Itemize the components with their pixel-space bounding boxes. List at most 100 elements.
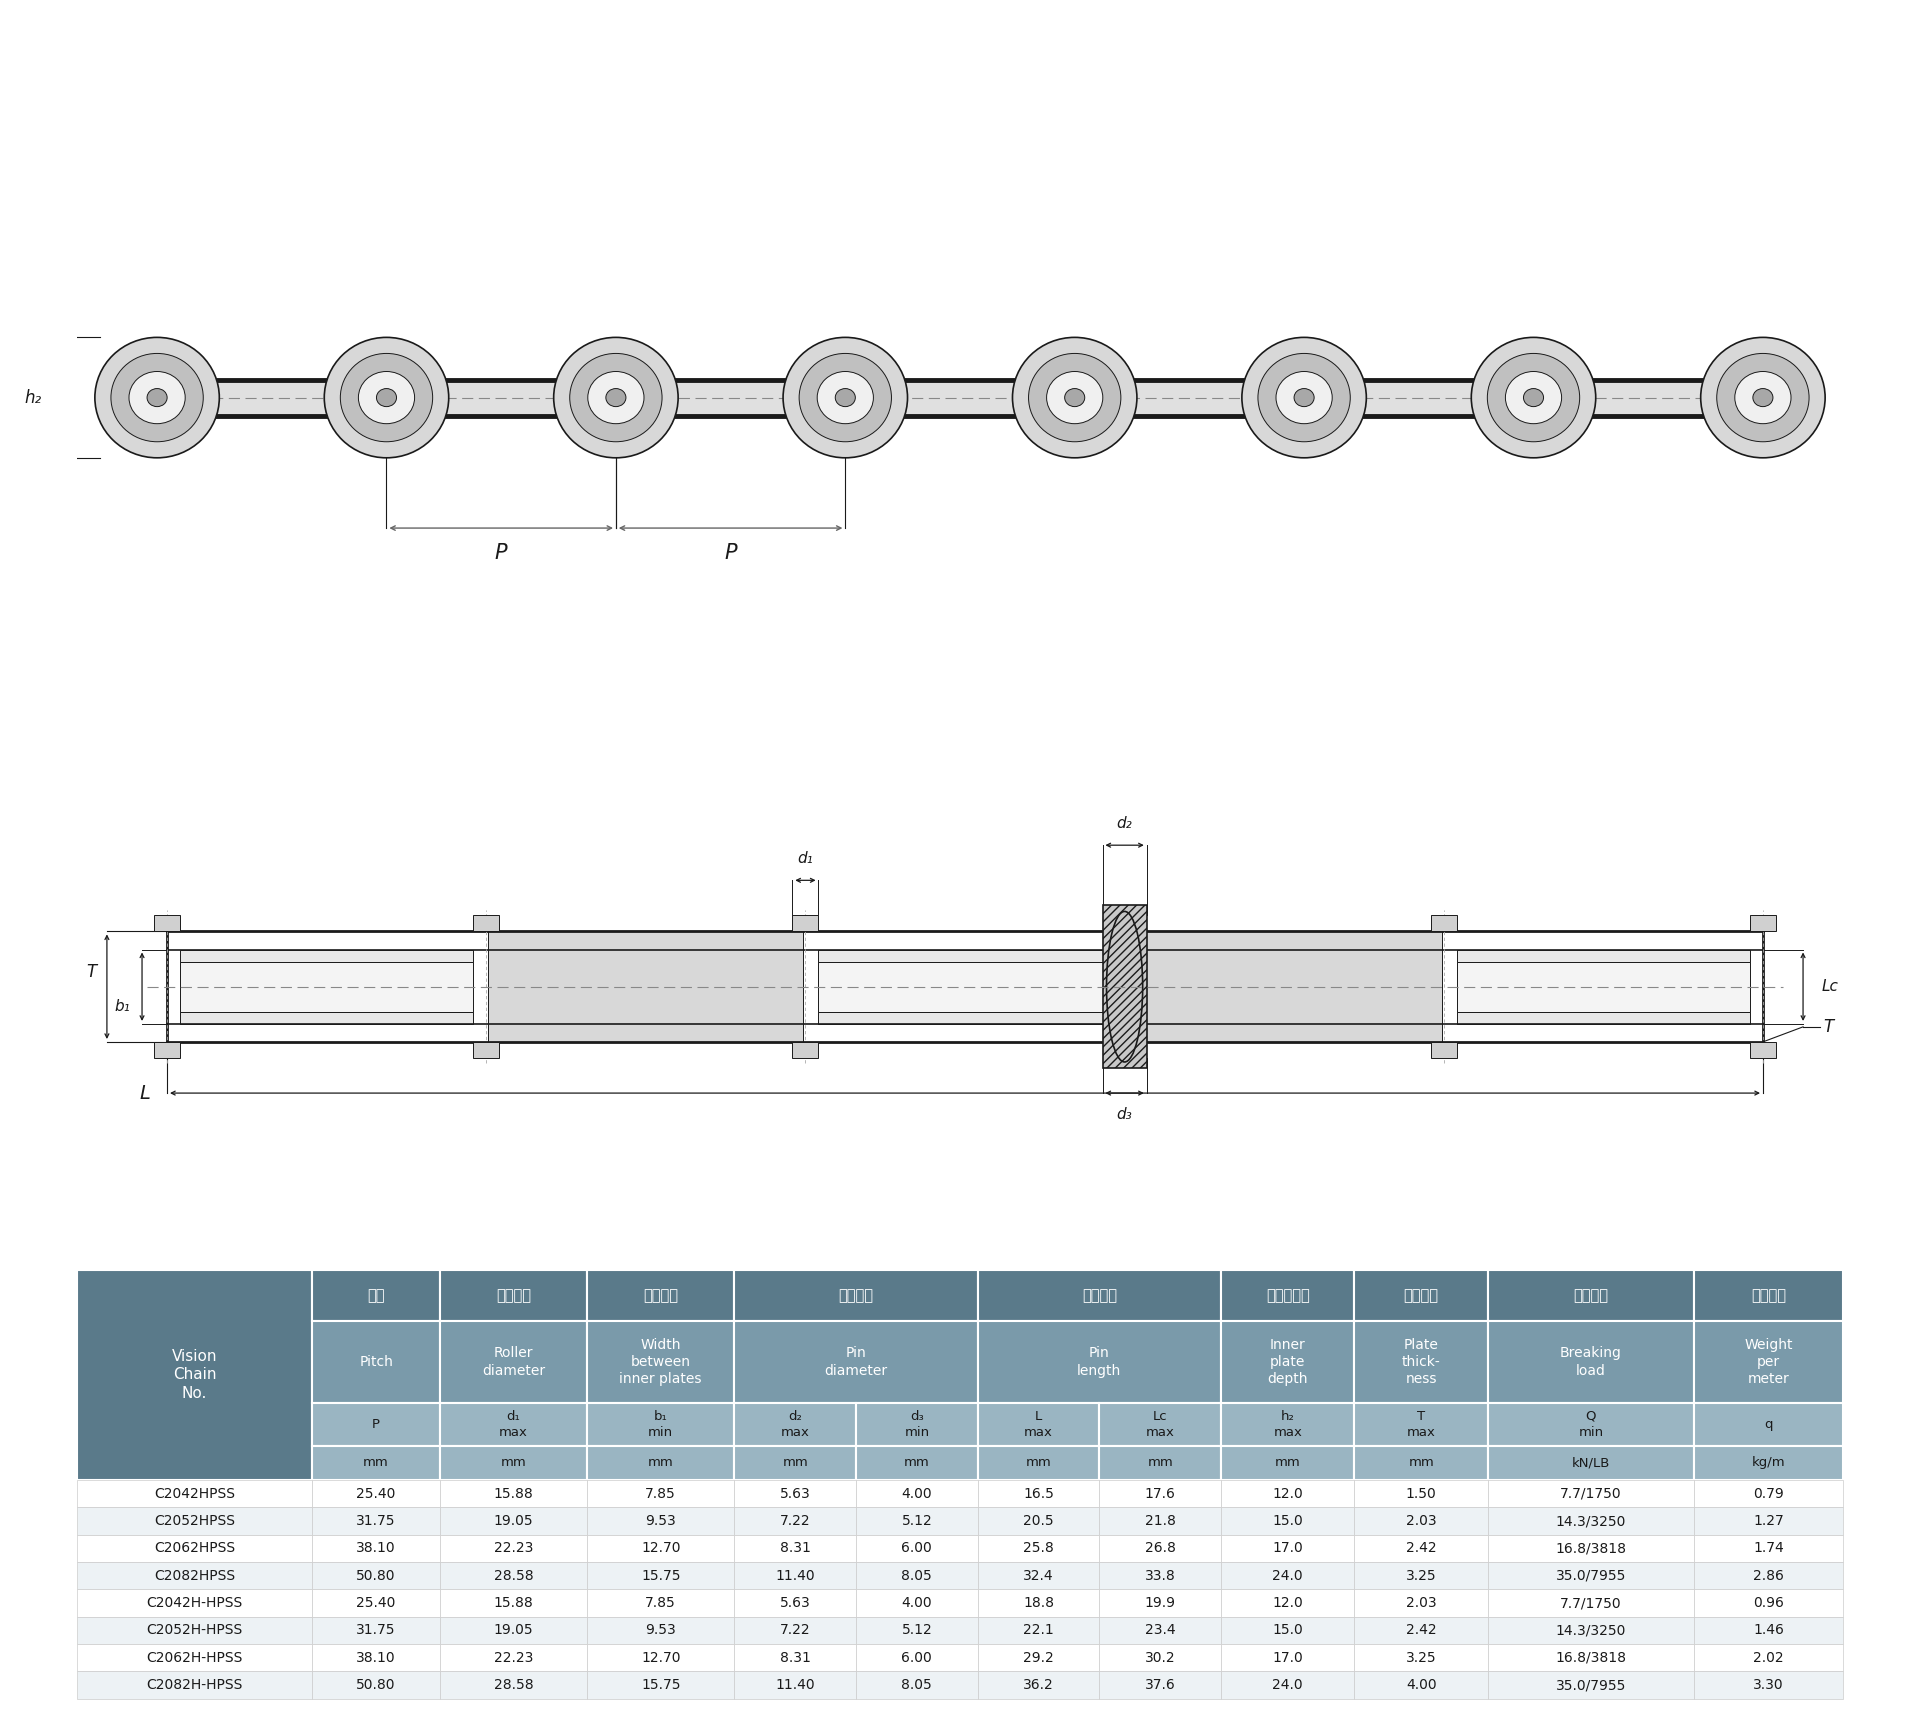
Bar [1221, 1479, 1354, 1507]
Ellipse shape [359, 371, 415, 424]
Ellipse shape [570, 353, 662, 441]
Bar [1100, 1562, 1221, 1589]
Text: mm: mm [1148, 1457, 1173, 1469]
Bar [1693, 1644, 1843, 1671]
Text: 1.50: 1.50 [1405, 1486, 1436, 1502]
Text: 15.0: 15.0 [1273, 1623, 1304, 1637]
Text: 0.79: 0.79 [1753, 1486, 1784, 1502]
Bar [1749, 915, 1776, 932]
Text: 29.2: 29.2 [1023, 1651, 1054, 1665]
Ellipse shape [607, 388, 626, 407]
Text: 38.10: 38.10 [357, 1541, 396, 1555]
Ellipse shape [1488, 353, 1580, 441]
Text: kN/LB: kN/LB [1572, 1457, 1611, 1469]
Bar [1112, 915, 1139, 932]
Bar [1100, 1644, 1221, 1671]
Bar [1488, 1270, 1693, 1321]
Bar [1221, 1589, 1354, 1616]
Text: 1.46: 1.46 [1753, 1623, 1784, 1637]
Text: Vision
Chain
No.: Vision Chain No. [171, 1349, 217, 1400]
Bar [1693, 1671, 1843, 1699]
Bar [1354, 1562, 1488, 1589]
Text: b₁
min: b₁ min [649, 1411, 674, 1438]
Bar [77, 1270, 313, 1479]
Text: 19.9: 19.9 [1144, 1596, 1175, 1610]
Text: 9.53: 9.53 [645, 1623, 676, 1637]
Bar [1354, 1589, 1488, 1616]
Text: d₃: d₃ [1117, 1107, 1133, 1122]
Bar [977, 1644, 1100, 1671]
Bar [1100, 1445, 1221, 1479]
Text: 50.80: 50.80 [357, 1568, 396, 1582]
Bar [313, 1270, 440, 1321]
Text: 2.86: 2.86 [1753, 1568, 1784, 1582]
Bar [1488, 1507, 1693, 1534]
Bar [1100, 1404, 1221, 1445]
Bar [440, 1404, 588, 1445]
Bar [588, 1270, 733, 1321]
Bar [77, 1479, 313, 1507]
Bar [818, 961, 1112, 1012]
Text: mm: mm [647, 1457, 674, 1469]
Text: 33.8: 33.8 [1144, 1568, 1175, 1582]
Bar [818, 1012, 1112, 1024]
Text: 5.63: 5.63 [780, 1486, 810, 1502]
Bar [1430, 915, 1457, 932]
Text: T: T [1824, 1018, 1834, 1036]
Bar [1488, 1644, 1693, 1671]
Bar [77, 1562, 313, 1589]
Bar [977, 1616, 1100, 1644]
Ellipse shape [1242, 338, 1367, 458]
Text: 8.05: 8.05 [902, 1678, 933, 1692]
Text: 19.05: 19.05 [493, 1514, 534, 1527]
Bar [1488, 1479, 1693, 1507]
Text: 37.6: 37.6 [1144, 1678, 1175, 1692]
Text: 11.40: 11.40 [776, 1568, 814, 1582]
Bar [588, 1404, 733, 1445]
Bar [1100, 1507, 1221, 1534]
Text: 28.58: 28.58 [493, 1568, 534, 1582]
Text: 销轴长度: 销轴长度 [1081, 1289, 1117, 1302]
Bar [733, 1321, 977, 1404]
Bar [1430, 1042, 1457, 1059]
Bar [1100, 1479, 1221, 1507]
Bar [977, 1562, 1100, 1589]
Text: 31.75: 31.75 [357, 1514, 396, 1527]
Bar [733, 1404, 856, 1445]
Text: 25.40: 25.40 [357, 1596, 396, 1610]
Bar [733, 1479, 856, 1507]
Bar [856, 1644, 977, 1671]
Bar [856, 1589, 977, 1616]
Bar [856, 1479, 977, 1507]
Bar [440, 1562, 588, 1589]
Text: C2062H-HPSS: C2062H-HPSS [146, 1651, 242, 1665]
Bar [733, 1562, 856, 1589]
Bar [733, 1644, 856, 1671]
Bar [977, 1507, 1100, 1534]
Bar [588, 1507, 733, 1534]
Text: C2082H-HPSS: C2082H-HPSS [146, 1678, 242, 1692]
Text: 节距: 节距 [367, 1289, 384, 1302]
Text: 21.8: 21.8 [1144, 1514, 1175, 1527]
Text: d₁: d₁ [797, 851, 814, 867]
Bar [77, 1671, 313, 1699]
Text: Pitch: Pitch [359, 1356, 394, 1369]
Bar [733, 1671, 856, 1699]
Text: Width
between
inner plates: Width between inner plates [620, 1338, 703, 1387]
Ellipse shape [148, 388, 167, 407]
Ellipse shape [1505, 371, 1561, 424]
Text: 11.40: 11.40 [776, 1678, 814, 1692]
Text: 破断载荷: 破断载荷 [1574, 1289, 1609, 1302]
Bar [77, 1616, 313, 1644]
Bar [313, 1404, 440, 1445]
Text: 15.0: 15.0 [1273, 1514, 1304, 1527]
Text: 26.8: 26.8 [1144, 1541, 1175, 1555]
Text: Weight
per
meter: Weight per meter [1745, 1338, 1793, 1387]
Ellipse shape [1523, 388, 1544, 407]
Text: 3.25: 3.25 [1405, 1651, 1436, 1665]
Text: 36.2: 36.2 [1023, 1678, 1054, 1692]
Text: d₂: d₂ [1117, 817, 1133, 831]
Bar [733, 1534, 856, 1562]
Text: 2.02: 2.02 [1753, 1651, 1784, 1665]
Text: d₁
max: d₁ max [499, 1411, 528, 1438]
